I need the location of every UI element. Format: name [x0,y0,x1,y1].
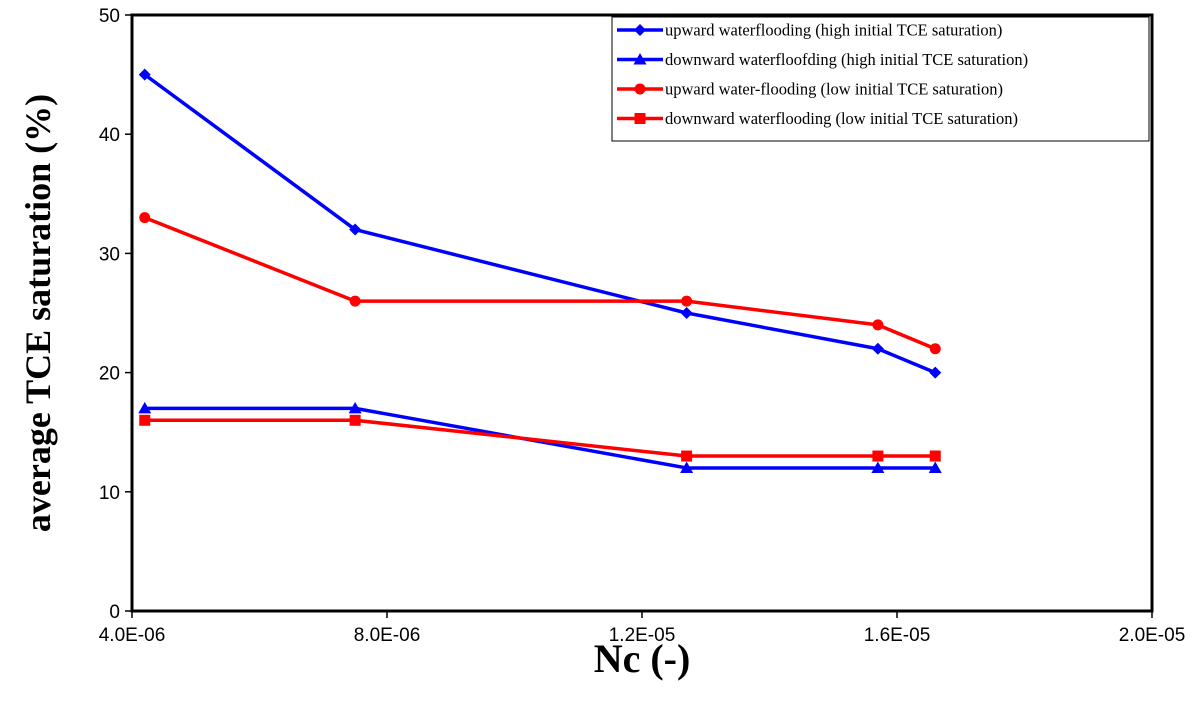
series-4-point [872,450,884,462]
legend-swatch-marker [634,24,646,36]
legend-swatch-marker [634,83,646,95]
series-3-point [872,319,884,331]
series-3 [139,212,941,355]
y-tick-label: 0 [109,602,120,623]
y-tick-label: 30 [99,244,120,265]
x-tick-label: 2.0E-05 [1119,625,1186,646]
x-tick-label: 8.0E-06 [354,625,421,646]
y-tick-label: 10 [99,483,120,504]
series-layer [138,68,942,473]
legend-label: upward waterflooding (high initial TCE s… [665,21,1002,40]
y-tick-label: 50 [99,6,120,27]
x-tick-label: 4.0E-06 [99,625,166,646]
series-1-point [349,223,362,236]
x-tick-label: 1.2E-05 [609,625,676,646]
series-2-point [348,401,362,414]
series-4-point [681,450,693,462]
series-1-point [680,307,693,319]
series-2-point [138,401,152,414]
legend-swatch-marker [634,113,646,124]
legend-swatch-marker [633,53,647,65]
series-3-point [929,343,941,355]
series-2-point [871,461,885,473]
series-2-point [680,461,694,473]
y-axis-ticks: 0 10 20 30 40 50 [99,6,132,623]
y-tick-label: 40 [99,125,120,146]
y-tick-label: 20 [99,364,120,385]
series-1-point [929,366,942,379]
series-4-point [929,450,941,462]
series-2-point [928,461,942,473]
series-4-point [349,414,361,426]
series-3-point [139,212,151,224]
series-1-point [138,68,151,81]
x-axis-title: Nc (-) [594,636,691,681]
series-2 [138,401,942,473]
series-3-point [349,295,361,307]
legend-label: downward waterfloofding (high initial TC… [665,50,1028,69]
x-axis-ticks: 4.0E-06 8.0E-06 1.2E-05 1.6E-05 2.0E-05 [99,611,1186,646]
y-axis-title: average TCE saturation (%) [18,94,58,532]
legend-label: downward waterflooding (low initial TCE … [665,109,1018,128]
series-4-point [139,414,151,426]
series-1-point [871,342,884,355]
legend-label: upward water-flooding (low initial TCE s… [665,80,1003,99]
series-3-point [681,295,693,307]
series-1 [138,68,942,379]
legend: upward waterflooding (high initial TCE s… [611,16,1150,142]
series-4 [139,414,941,462]
legend-box [611,16,1150,142]
x-tick-label: 1.6E-05 [864,625,931,646]
